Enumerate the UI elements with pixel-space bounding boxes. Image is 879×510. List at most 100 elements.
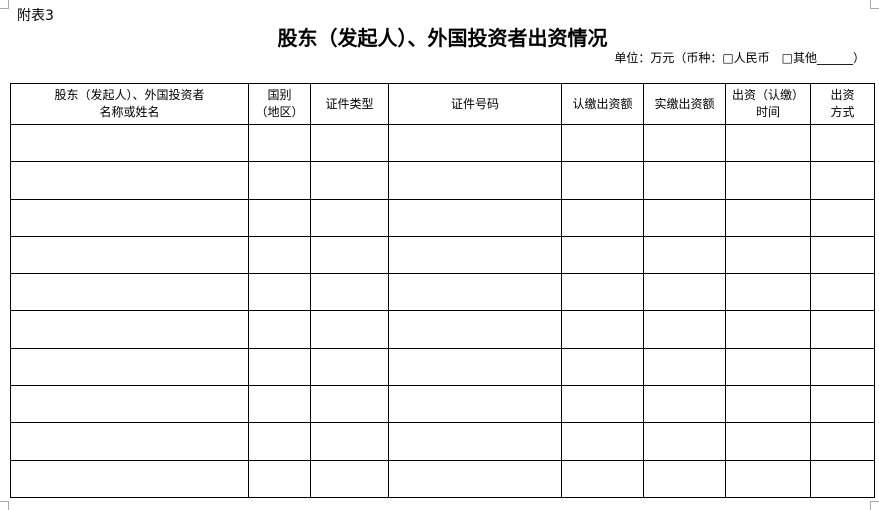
table-row — [10, 347, 875, 387]
crop-mark — [870, 501, 879, 510]
table-cell[interactable] — [725, 422, 811, 461]
table-cell[interactable] — [643, 273, 726, 312]
table-cell[interactable] — [561, 273, 644, 312]
table-cell[interactable] — [561, 123, 644, 163]
table-cell[interactable] — [248, 459, 311, 498]
column-header-line: 证件号码 — [450, 96, 499, 111]
table-cell[interactable] — [310, 161, 389, 200]
column-header-line: 方式 — [830, 105, 855, 119]
table-cell[interactable] — [310, 273, 389, 312]
table-cell[interactable] — [643, 310, 726, 349]
table-cell[interactable] — [725, 235, 811, 275]
table-cell[interactable] — [310, 459, 389, 498]
table-cell[interactable] — [725, 310, 811, 349]
shareholder-table: 股东（发起人）、外国投资者 名称或姓名 国别 （地区） 证件类型 证件号码 认缴出资额 实缴出… — [10, 83, 875, 498]
table-cell[interactable] — [10, 422, 249, 461]
table-cell[interactable] — [388, 459, 562, 498]
column-header-line: 认缴出资额 — [572, 96, 633, 111]
table-cell[interactable] — [810, 459, 875, 498]
table-cell[interactable] — [248, 347, 311, 387]
column-header-line: 出资 — [830, 88, 855, 102]
table-cell[interactable] — [561, 347, 644, 387]
table-cell[interactable] — [248, 123, 311, 163]
table-cell[interactable] — [643, 123, 726, 163]
table-row — [10, 161, 875, 200]
table-cell[interactable] — [248, 422, 311, 461]
table-cell[interactable] — [248, 161, 311, 200]
table-row — [10, 273, 875, 312]
column-header-line: 出资（认缴） — [731, 88, 804, 102]
column-header-line: 名称或姓名 — [99, 105, 160, 119]
column-header: 实缴出资额 — [643, 83, 726, 125]
table-cell[interactable] — [388, 310, 562, 349]
table-cell[interactable] — [310, 385, 389, 424]
table-cell[interactable] — [310, 422, 389, 461]
table-cell[interactable] — [388, 235, 562, 275]
table-cell[interactable] — [725, 459, 811, 498]
table-cell[interactable] — [310, 347, 389, 387]
table-cell[interactable] — [561, 422, 644, 461]
annex-label: 附表3 — [17, 8, 54, 24]
table-cell[interactable] — [310, 310, 389, 349]
table-cell[interactable] — [810, 347, 875, 387]
table-cell[interactable] — [725, 385, 811, 424]
table-cell[interactable] — [810, 310, 875, 349]
table-cell[interactable] — [10, 310, 249, 349]
table-cell[interactable] — [310, 235, 389, 275]
table-cell[interactable] — [561, 235, 644, 275]
table-cell[interactable] — [725, 123, 811, 163]
table-cell[interactable] — [561, 198, 644, 237]
table-cell[interactable] — [10, 123, 249, 163]
table-cell[interactable] — [810, 273, 875, 312]
table-cell[interactable] — [310, 198, 389, 237]
column-header-line: 时间 — [755, 105, 780, 119]
table-cell[interactable] — [643, 235, 726, 275]
table-cell[interactable] — [561, 385, 644, 424]
table-cell[interactable] — [725, 198, 811, 237]
table-cell[interactable] — [725, 273, 811, 312]
table-cell[interactable] — [10, 273, 249, 312]
table-cell[interactable] — [10, 161, 249, 200]
table-cell[interactable] — [643, 347, 726, 387]
column-header-line: （地区） — [255, 105, 304, 119]
table-cell[interactable] — [248, 310, 311, 349]
table-cell[interactable] — [248, 235, 311, 275]
table-cell[interactable] — [810, 198, 875, 237]
table-cell[interactable] — [810, 385, 875, 424]
table-cell[interactable] — [310, 123, 389, 163]
table-cell[interactable] — [561, 310, 644, 349]
table-cell[interactable] — [10, 459, 249, 498]
table-cell[interactable] — [561, 459, 644, 498]
table-cell[interactable] — [388, 422, 562, 461]
table-cell[interactable] — [810, 161, 875, 200]
table-cell[interactable] — [725, 347, 811, 387]
table-cell[interactable] — [10, 347, 249, 387]
column-header-line: 国别 — [267, 88, 292, 102]
table-cell[interactable] — [248, 198, 311, 237]
table-cell[interactable] — [10, 235, 249, 275]
table-cell[interactable] — [810, 422, 875, 461]
table-cell[interactable] — [10, 198, 249, 237]
table-cell[interactable] — [643, 422, 726, 461]
table-row — [10, 235, 875, 275]
table-cell[interactable] — [388, 385, 562, 424]
table-cell[interactable] — [643, 198, 726, 237]
table-cell[interactable] — [810, 235, 875, 275]
table-cell[interactable] — [248, 273, 311, 312]
table-cell[interactable] — [388, 161, 562, 200]
table-cell[interactable] — [643, 161, 726, 200]
table-cell[interactable] — [388, 273, 562, 312]
crop-mark — [0, 501, 9, 510]
table-cell[interactable] — [561, 161, 644, 200]
table-cell[interactable] — [388, 198, 562, 237]
table-cell[interactable] — [10, 385, 249, 424]
table-cell[interactable] — [725, 161, 811, 200]
table-cell[interactable] — [388, 347, 562, 387]
table-cell[interactable] — [248, 385, 311, 424]
column-header: 证件号码 — [388, 83, 562, 125]
table-cell[interactable] — [643, 385, 726, 424]
table-cell[interactable] — [388, 123, 562, 163]
table-cell[interactable] — [810, 123, 875, 163]
table-cell[interactable] — [643, 459, 726, 498]
column-header-line: 实缴出资额 — [654, 96, 715, 111]
